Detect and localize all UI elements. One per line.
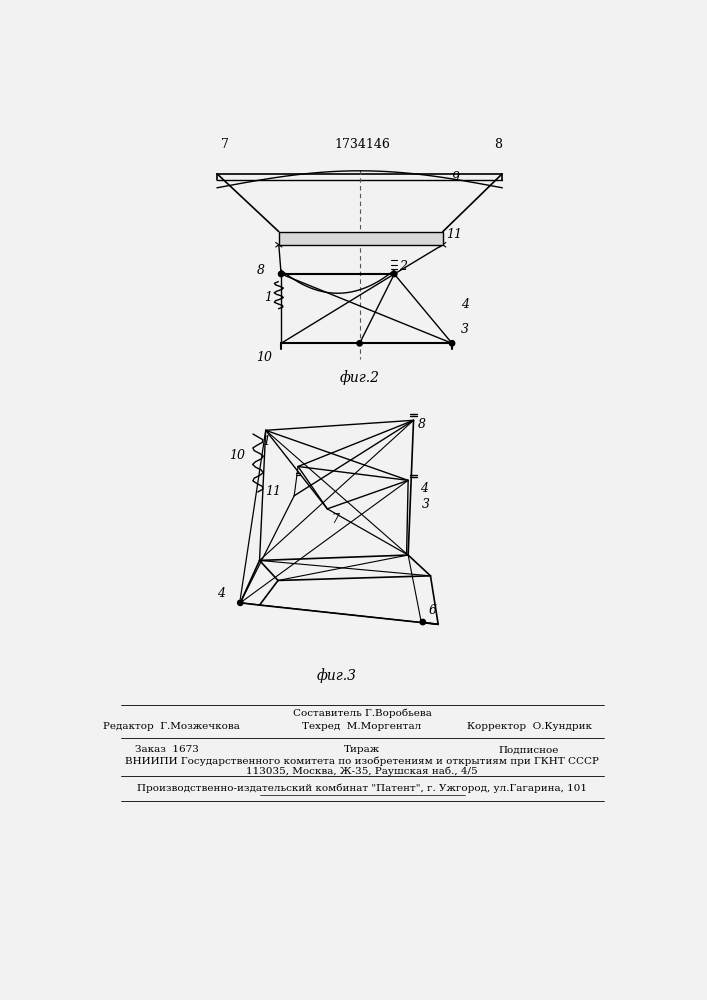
Circle shape — [238, 600, 243, 605]
Text: 4: 4 — [217, 587, 226, 600]
Text: 8: 8 — [257, 264, 264, 277]
Text: 11: 11 — [446, 228, 462, 241]
Text: 4: 4 — [420, 482, 428, 495]
Bar — [279, 232, 443, 245]
Text: 10: 10 — [257, 351, 272, 364]
Text: 7: 7 — [221, 138, 229, 151]
Text: 113035, Москва, Ж-35, Раушская наб., 4/5: 113035, Москва, Ж-35, Раушская наб., 4/5 — [246, 767, 478, 776]
Text: Заказ  1673: Заказ 1673 — [135, 745, 199, 754]
Text: 2: 2 — [399, 260, 407, 273]
Circle shape — [420, 619, 426, 625]
Text: ВНИИПИ Государственного комитета по изобретениям и открытиям при ГКНТ СССР: ВНИИПИ Государственного комитета по изоб… — [125, 757, 599, 766]
Text: 3: 3 — [461, 323, 469, 336]
Text: Корректор  О.Кундрик: Корректор О.Кундрик — [467, 722, 592, 731]
Text: 1734146: 1734146 — [334, 138, 390, 151]
Text: 9: 9 — [452, 171, 460, 184]
Text: 8: 8 — [494, 138, 502, 151]
Text: 10: 10 — [229, 449, 245, 462]
Text: 4: 4 — [461, 298, 469, 311]
Text: фиг.2: фиг.2 — [339, 371, 380, 385]
Circle shape — [357, 341, 362, 346]
Circle shape — [279, 271, 284, 277]
Text: 6: 6 — [429, 604, 437, 617]
Circle shape — [450, 341, 455, 346]
Text: 7: 7 — [332, 513, 340, 526]
Text: Техред  М.Моргентал: Техред М.Моргентал — [303, 722, 421, 731]
Text: Производственно-издательский комбинат "Патент", г. Ужгород, ул.Гагарина, 101: Производственно-издательский комбинат "П… — [137, 784, 587, 793]
Circle shape — [392, 271, 397, 277]
Text: фиг.3: фиг.3 — [317, 669, 356, 683]
Text: 3: 3 — [422, 498, 430, 512]
Text: Редактор  Г.Мозжечкова: Редактор Г.Мозжечкова — [103, 722, 240, 731]
Text: Составитель Г.Воробьева: Составитель Г.Воробьева — [293, 708, 431, 718]
Text: 11: 11 — [265, 485, 281, 498]
Text: Тираж: Тираж — [344, 745, 380, 754]
Text: 8: 8 — [418, 418, 426, 431]
Text: 1: 1 — [264, 291, 272, 304]
Text: 1: 1 — [262, 435, 270, 448]
Text: Подписное: Подписное — [499, 745, 559, 754]
